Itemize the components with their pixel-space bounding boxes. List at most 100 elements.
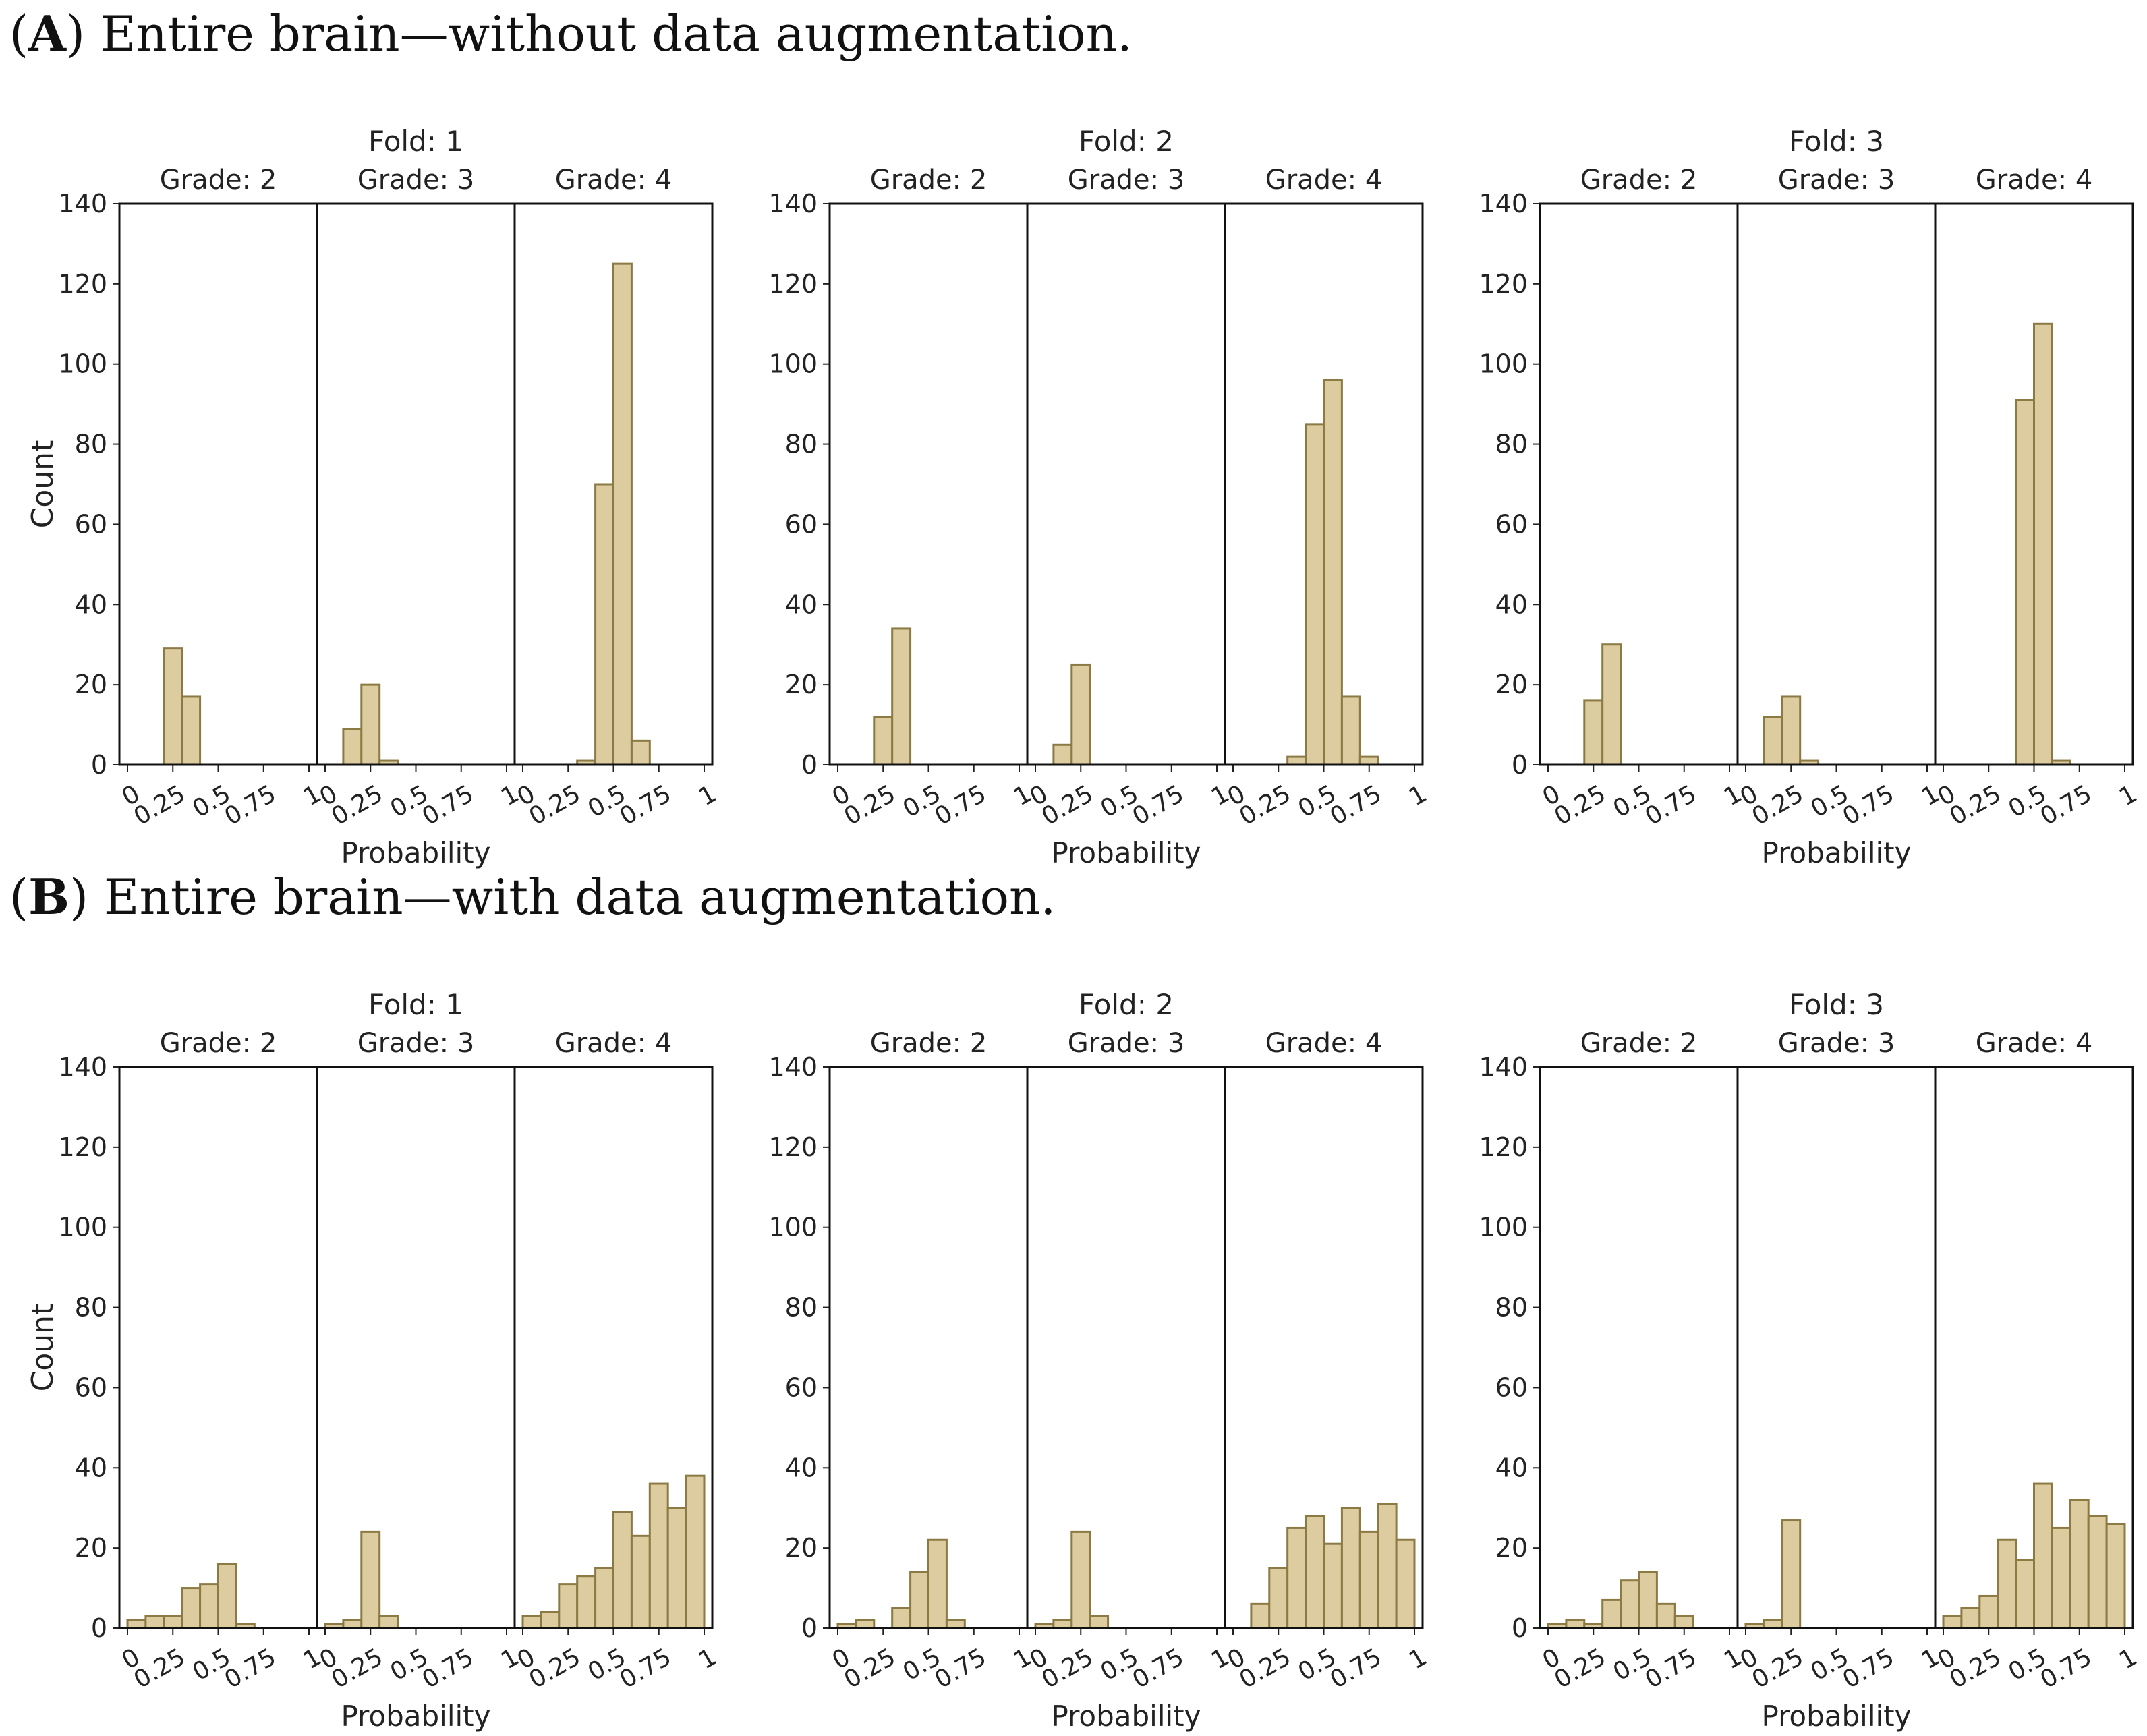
chart-a-fold1-xtick-label: 0.25 xyxy=(327,780,388,831)
chart-a-fold1-facet-frame xyxy=(316,202,516,766)
chart-b-fold1-bar xyxy=(199,1583,220,1629)
chart-b-fold3-bar xyxy=(2015,1559,2036,1629)
chart-b-fold2-ytick-label: 80 xyxy=(785,1293,818,1323)
chart-b-fold3-facet-title: Grade: 2 xyxy=(1580,1028,1698,1059)
chart-a-fold2-facet-title: Grade: 2 xyxy=(870,165,987,196)
chart-a-fold1-xtick-label: 0.75 xyxy=(615,780,676,831)
chart-a-fold1-xtick-label: 0.25 xyxy=(130,780,190,831)
chart-a-fold3-facet-frame xyxy=(1934,202,2134,766)
chart-b-fold1-bar xyxy=(648,1482,669,1629)
chart-a-fold2-xtick-label: 0.25 xyxy=(840,780,900,831)
chart-b-fold1-xtick-label: 0.75 xyxy=(418,1643,478,1694)
chart-b-fold1-facet-frame xyxy=(118,1066,318,1629)
chart-b-fold1-bar xyxy=(360,1530,381,1629)
chart-a-fold2-bar xyxy=(1305,423,1325,766)
chart-b-fold3-ytick-label: 120 xyxy=(1479,1132,1528,1162)
chart-a-fold3-ytick-label: 20 xyxy=(1495,670,1528,699)
chart-b-fold2-bar xyxy=(1070,1530,1091,1629)
chart-b-fold3-xtick-label: 0.25 xyxy=(1748,1643,1808,1694)
chart-b-fold2-bar xyxy=(1340,1507,1361,1629)
chart-a-fold2-xtick-label: 0.25 xyxy=(1037,780,1098,831)
chart-b-fold1-ylabel: Count xyxy=(26,1304,60,1392)
chart-b-fold3-xtick-label: 0.25 xyxy=(1945,1643,2006,1694)
chart-a-fold2-xtick-label: 1 xyxy=(1404,780,1431,811)
chart-b-fold1-xtick-label: 0.25 xyxy=(327,1643,388,1694)
chart-b-fold1-bar xyxy=(666,1507,687,1629)
chart-a-fold2-facet-frame xyxy=(828,202,1029,766)
chart-b-fold2-facet-frame xyxy=(1026,1066,1226,1629)
chart-b-fold3-bar xyxy=(2087,1515,2108,1629)
chart-b-fold1-facet-title: Grade: 2 xyxy=(160,1028,277,1059)
chart-b-fold3-bar xyxy=(1942,1615,1963,1629)
chart-b-fold1-ytick-label: 100 xyxy=(58,1213,107,1242)
chart-b-fold3-ytick-label: 0 xyxy=(1512,1613,1528,1643)
chart-b-fold2-ytick-label: 20 xyxy=(785,1533,818,1563)
chart-b-fold2-bar xyxy=(1377,1503,1398,1629)
chart-a-fold1-bar xyxy=(630,739,651,766)
chart-b-fold3-xtick-label: 0.75 xyxy=(2036,1643,2096,1694)
chart-a-fold3-ytick-label: 0 xyxy=(1512,750,1528,780)
chart-b-fold2-ytick-label: 0 xyxy=(801,1613,818,1643)
chart-b-fold3-bar xyxy=(1565,1619,1586,1629)
chart-a-fold2-facet-frame xyxy=(1224,202,1424,766)
chart-a-fold3-bar xyxy=(1763,716,1783,766)
chart-b-fold2-bar xyxy=(1358,1530,1379,1629)
chart-b-fold2-xtick-label: 0.25 xyxy=(1037,1643,1098,1694)
chart-a-fold3-bar xyxy=(2033,322,2053,766)
chart-b-fold3-bar xyxy=(1655,1602,1676,1629)
chart-a-fold1-xtick-label: 0.75 xyxy=(220,780,281,831)
chart-b-fold1-ytick-label: 140 xyxy=(58,1052,107,1082)
chart-a-fold1-bar xyxy=(594,483,614,766)
chart-b-fold1-bar xyxy=(540,1611,561,1629)
chart-b-fold2-bar xyxy=(927,1538,948,1629)
chart-b-fold2-ytick-label: 100 xyxy=(768,1213,818,1242)
chart-a-fold3-xtick-label: 0.75 xyxy=(2036,780,2096,831)
chart-a-fold3-xtick-label: 0.25 xyxy=(1550,780,1611,831)
chart-b-fold3-ytick-label: 140 xyxy=(1479,1052,1528,1082)
chart-b-fold1-ytick-label: 80 xyxy=(75,1293,107,1323)
chart-b-fold2-facet-title: Grade: 2 xyxy=(870,1028,987,1059)
chart-a-fold3-bar xyxy=(1583,699,1604,766)
chart-b-fold3-xtick-label: 0.75 xyxy=(1838,1643,1899,1694)
chart-b-fold3-xtick-label: 1 xyxy=(2115,1643,2142,1675)
chart-b-fold1-xtick-label: 0.75 xyxy=(220,1643,281,1694)
chart-b-fold1-bar xyxy=(144,1615,165,1629)
chart-a-fold2-ytick-label: 120 xyxy=(768,269,818,299)
chart-b-fold2-facet-title: Grade: 3 xyxy=(1068,1028,1185,1059)
chart-b-fold2-facet-frame xyxy=(1224,1066,1424,1629)
chart-a-fold3-ytick-label: 100 xyxy=(1479,349,1528,379)
chart-b-fold2-xtick-label: 0.75 xyxy=(1325,1643,1386,1694)
chart-a-fold3-facet-title: Grade: 3 xyxy=(1778,165,1895,196)
chart-b-fold1-bar xyxy=(217,1563,237,1629)
chart-a-fold3-ytick-label: 140 xyxy=(1479,189,1528,219)
chart-b-fold2-bar xyxy=(1305,1515,1325,1629)
chart-b-fold1-ytick-label: 40 xyxy=(75,1453,107,1482)
chart-a-fold3-xtick-label: 0.75 xyxy=(1838,780,1899,831)
chart-b-fold2-title: Fold: 2 xyxy=(1079,988,1174,1021)
chart-b-fold2-bar xyxy=(945,1619,966,1629)
chart-b-fold1-bar xyxy=(126,1619,147,1629)
chart-b-fold2-ytick-label: 40 xyxy=(785,1453,818,1482)
chart-b-fold3-ytick-label: 20 xyxy=(1495,1533,1528,1563)
chart-a-fold3-bar xyxy=(1601,643,1622,766)
chart-b-fold3-xtick-label: 0.25 xyxy=(1550,1643,1611,1694)
chart-a-fold1-ytick-label: 100 xyxy=(58,349,107,379)
chart-a-fold2-facet-title: Grade: 4 xyxy=(1265,165,1383,196)
chart-a-fold1-facet-title: Grade: 4 xyxy=(555,165,672,196)
chart-b-fold2-ytick-label: 140 xyxy=(768,1052,818,1082)
chart-b-fold1-facet-title: Grade: 3 xyxy=(357,1028,475,1059)
chart-a-fold2-ytick-label: 20 xyxy=(785,670,818,699)
chart-b-fold3-bar xyxy=(1638,1571,1658,1629)
chart-a-fold3-bar xyxy=(2015,399,2036,766)
chart-a-fold3-title: Fold: 3 xyxy=(1789,125,1884,158)
chart-a-fold2-facet-title: Grade: 3 xyxy=(1068,165,1185,196)
chart-a-fold1-ytick-label: 40 xyxy=(75,589,107,619)
chart-b-fold1-xtick-label: 0.25 xyxy=(130,1643,190,1694)
chart-a-fold2-title: Fold: 2 xyxy=(1079,125,1174,158)
chart-b-fold2-bar xyxy=(891,1607,912,1629)
chart-a-fold2-xtick-label: 0.75 xyxy=(1128,780,1189,831)
chart-b-fold3-bar xyxy=(1673,1615,1694,1629)
chart-b-fold3-bar xyxy=(1997,1538,2017,1629)
caption-a: (A) Entire brain—without data augmentati… xyxy=(9,5,1133,62)
chart-b-fold3-bar xyxy=(1781,1519,1802,1629)
